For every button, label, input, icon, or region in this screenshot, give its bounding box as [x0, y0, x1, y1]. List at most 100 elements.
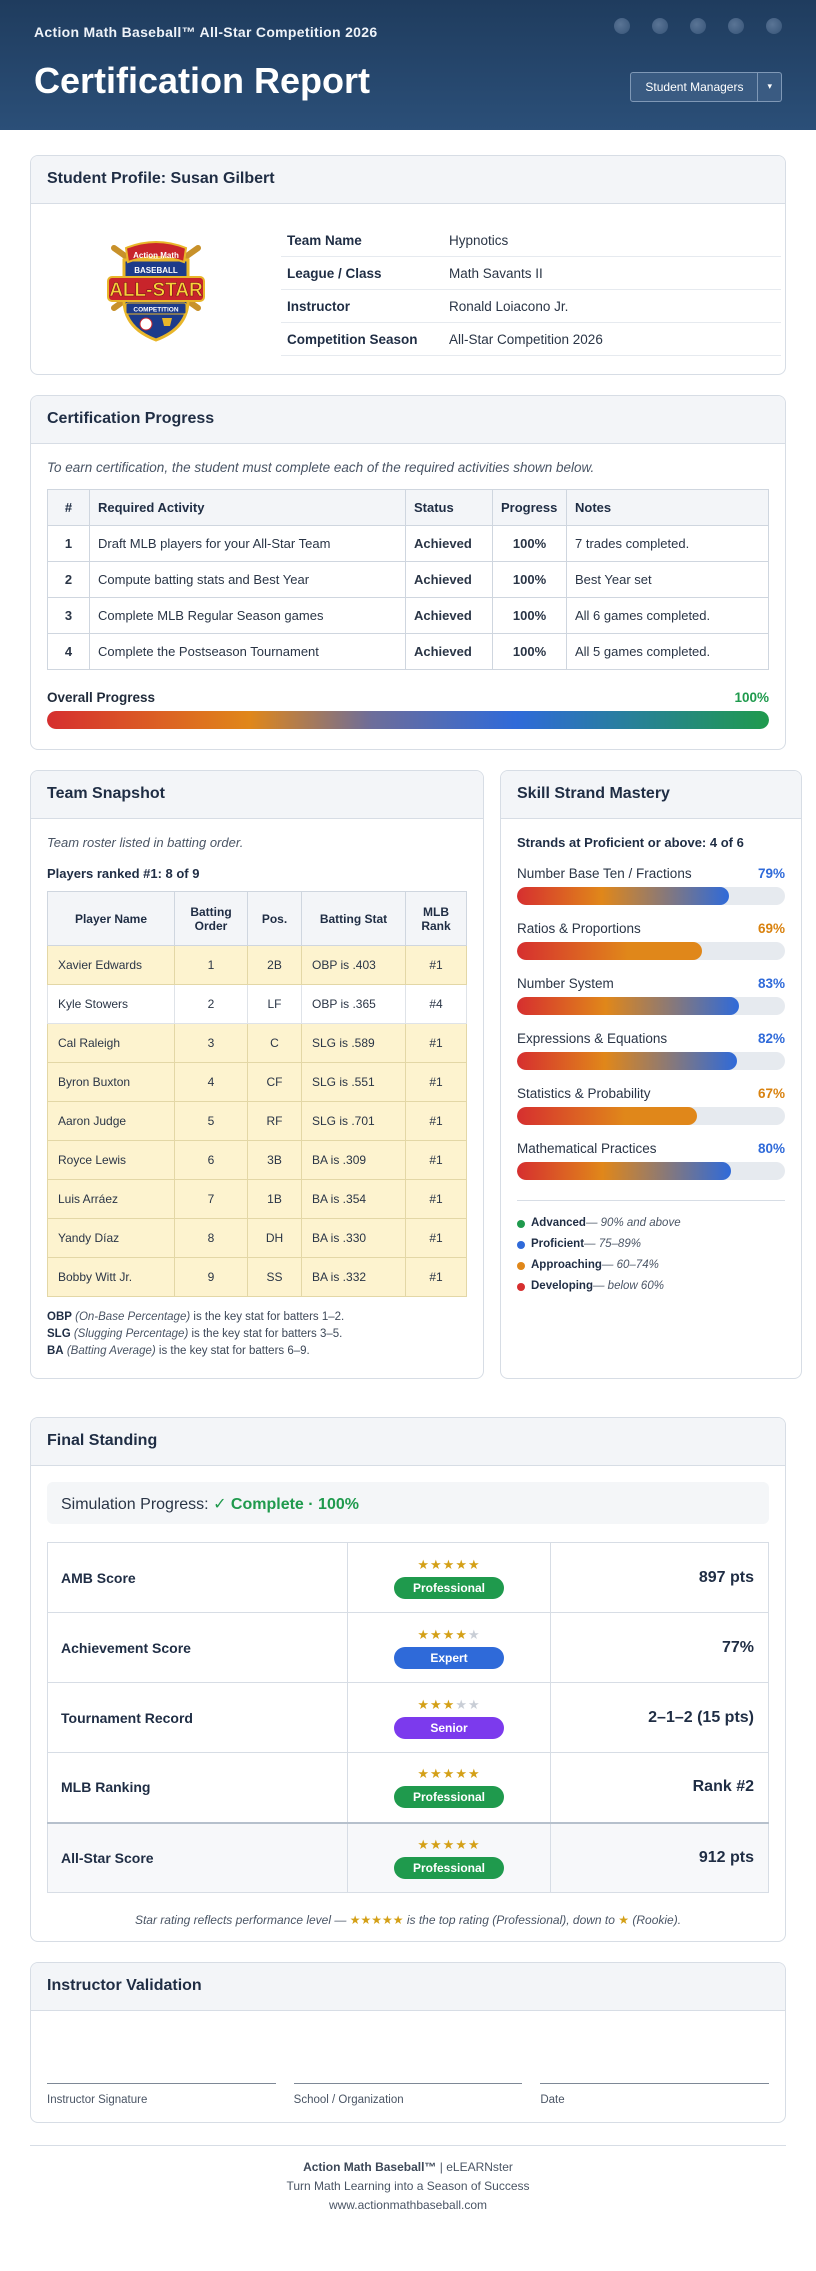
strand-percent: 80% — [757, 1141, 785, 1156]
mlb-rank-cell: #1 — [405, 1257, 467, 1297]
svg-text:BASEBALL: BASEBALL — [134, 266, 178, 275]
footer-brand: Action Math Baseball™ | eLEARNster — [303, 2160, 513, 2174]
student-managers-button[interactable]: Student Managers — [630, 72, 759, 102]
header-decoration — [614, 18, 782, 34]
final-standing-heading: Final Standing — [31, 1418, 785, 1466]
strand-bar-fill — [517, 1162, 732, 1180]
batting-stat-cell: BA is .330 — [301, 1218, 406, 1258]
table-row: 4 Complete the Postseason Tournament Ach… — [47, 633, 769, 670]
level-legend-item: Proficient — 75–89% — [517, 1234, 785, 1255]
batting-order-cell: 7 — [174, 1179, 248, 1219]
standing-label: AMB Score — [47, 1542, 348, 1613]
final-standing-card: Final Standing Simulation Progress: ✓ Co… — [30, 1417, 786, 1942]
row-number: 1 — [47, 525, 90, 562]
svg-text:ALL-STAR: ALL-STAR — [109, 280, 203, 301]
position-cell: 2B — [247, 945, 302, 985]
profile-row: League / Class Math Savants II — [281, 257, 781, 290]
school-line — [293, 2083, 523, 2084]
signature-label: Instructor Signature — [47, 2094, 148, 2106]
school-field[interactable]: School / Organization — [293, 2083, 523, 2106]
instructor-validation-card: Instructor Validation Instructor Signatu… — [30, 1962, 786, 2123]
baseball-dot-icon — [652, 18, 668, 34]
date-field[interactable]: Date — [540, 2083, 770, 2106]
star-rating-icon: ★★★★★ — [417, 1696, 481, 1712]
strand-name: Number System — [517, 976, 614, 991]
player-name-cell: Byron Buxton — [47, 1062, 175, 1102]
star-rating-icon: ★★★★★ — [417, 1556, 481, 1572]
baseball-dot-icon — [728, 18, 744, 34]
strand-name: Ratios & Proportions — [517, 921, 641, 936]
signature-field[interactable]: Instructor Signature — [47, 2083, 276, 2106]
batting-stat-cell: SLG is .551 — [301, 1062, 406, 1102]
level-dot-icon — [517, 1219, 525, 1228]
column-header: Player Name — [47, 891, 175, 946]
table-row: Byron Buxton 4 CF SLG is .551 #1 — [47, 1062, 467, 1102]
skill-strand-card: Skill Strand Mastery Strands at Proficie… — [500, 770, 802, 1379]
footer-url[interactable]: www.actionmathbaseball.com — [328, 2198, 488, 2212]
roster-note: Team roster listed in batting order. — [47, 835, 244, 850]
star-rating-note: Star rating reflects performance level —… — [134, 1913, 682, 1927]
stat-note: SLG (Slugging Percentage) is the key sta… — [47, 1328, 343, 1340]
field-label: Team Name — [287, 232, 362, 248]
position-cell: SS — [247, 1257, 302, 1297]
position-cell: C — [247, 1023, 302, 1063]
simulation-status: ✓ Complete · 100% — [213, 1496, 359, 1513]
overall-progress-row: Overall Progress 100% — [47, 690, 769, 705]
level-legend-item: Approaching — 60–74% — [517, 1255, 785, 1276]
batting-stat-cell: OBP is .365 — [301, 984, 406, 1024]
strand-percent: 79% — [757, 866, 785, 881]
rating-cell: ★★★★★ Professional — [347, 1821, 551, 1893]
progress-cell: 100% — [492, 525, 567, 562]
student-managers-dropdown[interactable]: Student Managers ▾ — [630, 72, 782, 102]
notes-cell: 7 trades completed. — [566, 525, 769, 562]
strand-bar — [517, 1162, 785, 1180]
progress-cell: 100% — [492, 633, 567, 670]
student-profile-card: Student Profile: Susan Gilbert Action Ma… — [30, 155, 786, 375]
standing-value: 77% — [550, 1612, 769, 1683]
mlb-rank-cell: #1 — [405, 1062, 467, 1102]
mlb-rank-cell: #1 — [405, 945, 467, 985]
strand-bar-fill — [517, 1107, 697, 1125]
mlb-rank-cell: #1 — [405, 1023, 467, 1063]
level-badge: Professional — [394, 1786, 504, 1809]
standing-row: MLB Ranking ★★★★★ Professional Rank #2 — [47, 1752, 769, 1823]
batting-stat-cell: BA is .354 — [301, 1179, 406, 1219]
stat-note: OBP (On-Base Percentage) is the key stat… — [47, 1311, 345, 1323]
strand-bar — [517, 1107, 785, 1125]
player-name-cell: Cal Raleigh — [47, 1023, 175, 1063]
chevron-down-icon[interactable]: ▾ — [758, 72, 782, 102]
student-profile-heading: Student Profile: Susan Gilbert — [31, 156, 785, 204]
position-cell: DH — [247, 1218, 302, 1258]
divider — [517, 1200, 785, 1201]
strand-percent: 69% — [757, 921, 785, 936]
position-cell: 3B — [247, 1140, 302, 1180]
page-title: Certification Report — [34, 60, 371, 101]
batting-stat-cell: BA is .309 — [301, 1140, 406, 1180]
league-class-value: Math Savants II — [449, 265, 543, 281]
certification-heading: Certification Progress — [31, 396, 785, 444]
batting-stat-cell: SLG is .589 — [301, 1023, 406, 1063]
certification-intro: To earn certification, the student must … — [47, 460, 595, 475]
activity-cell: Complete MLB Regular Season games — [89, 597, 406, 634]
progress-cell: 100% — [492, 561, 567, 598]
skill-strand-heading: Skill Strand Mastery — [501, 771, 801, 819]
row-number: 3 — [47, 597, 90, 634]
column-header: Notes — [566, 489, 769, 526]
position-cell: CF — [247, 1062, 302, 1102]
column-header: # — [47, 489, 90, 526]
table-row: Luis Arráez 7 1B BA is .354 #1 — [47, 1179, 467, 1219]
table-row: Yandy Díaz 8 DH BA is .330 #1 — [47, 1218, 467, 1258]
table-row: Bobby Witt Jr. 9 SS BA is .332 #1 — [47, 1257, 467, 1297]
skill-strand: Statistics & Probability 67% — [517, 1086, 785, 1125]
player-name-cell: Xavier Edwards — [47, 945, 175, 985]
column-header: Pos. — [247, 891, 302, 946]
baseball-dot-icon — [766, 18, 782, 34]
overall-progress-value: 100% — [734, 690, 769, 705]
activity-cell: Compute batting stats and Best Year — [89, 561, 406, 598]
field-label: Instructor — [287, 298, 351, 314]
status-cell: Achieved — [405, 525, 493, 562]
star-rating-icon: ★★★★★ — [417, 1626, 481, 1642]
simulation-progress: Simulation Progress: ✓ Complete · 100% — [47, 1482, 769, 1524]
column-header: Batting Stat — [301, 891, 406, 946]
activity-cell: Complete the Postseason Tournament — [89, 633, 406, 670]
